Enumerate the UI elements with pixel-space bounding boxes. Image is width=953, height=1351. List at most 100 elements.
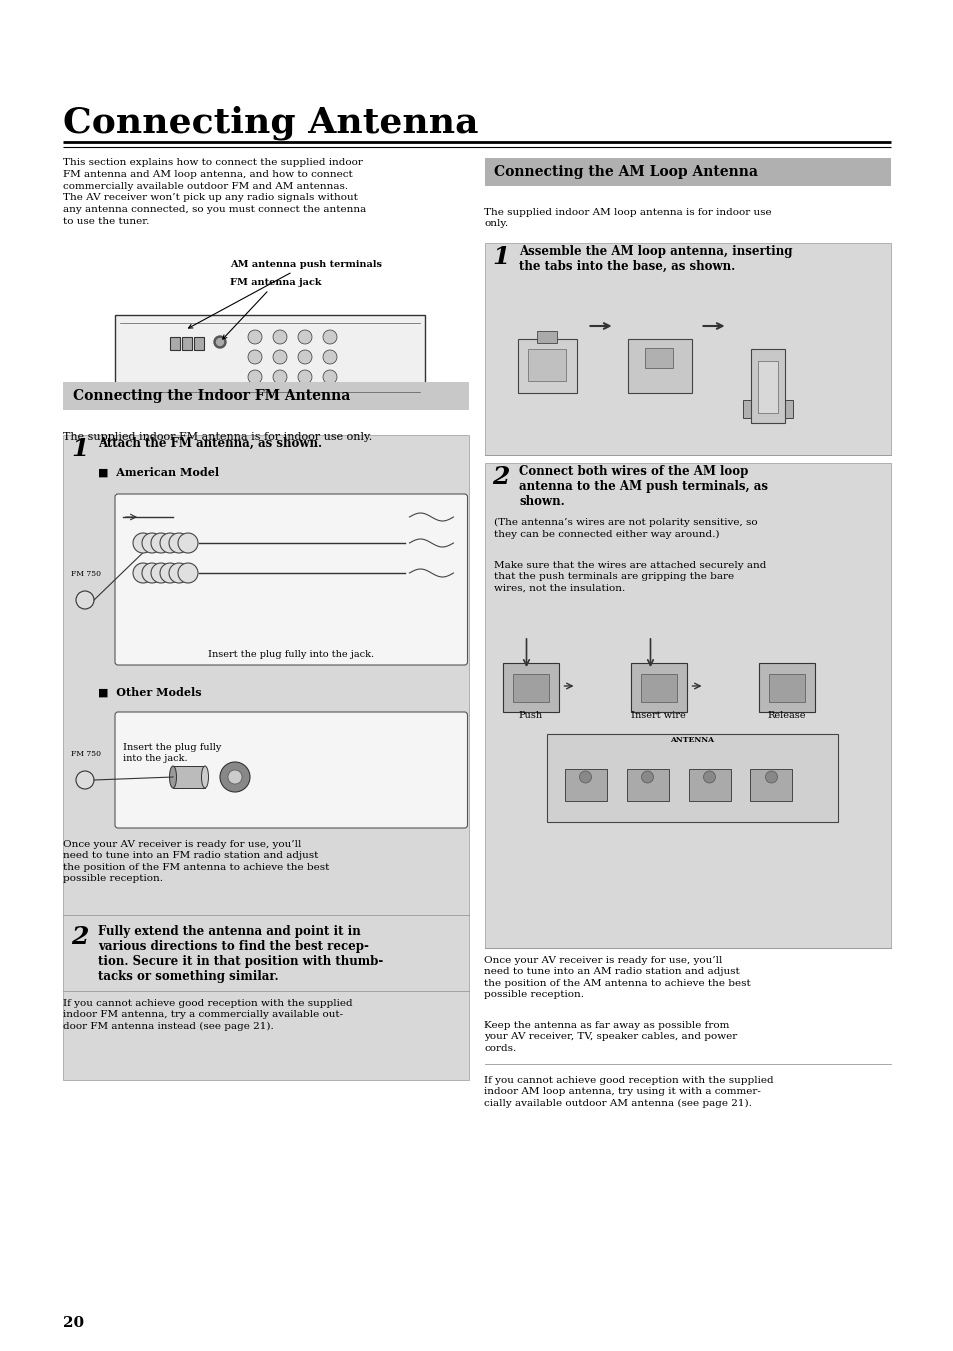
- Bar: [537, 331, 557, 343]
- Text: FM antenna jack: FM antenna jack: [222, 278, 321, 339]
- Text: Fully extend the antenna and point it in
various directions to find the best rec: Fully extend the antenna and point it in…: [98, 925, 383, 984]
- Circle shape: [160, 563, 180, 584]
- Bar: [768, 674, 803, 703]
- Text: Make sure that the wires are attached securely and
that the push terminals are g: Make sure that the wires are attached se…: [494, 561, 766, 593]
- Circle shape: [297, 330, 312, 345]
- Circle shape: [640, 771, 653, 784]
- Circle shape: [169, 534, 189, 553]
- Circle shape: [142, 534, 162, 553]
- Bar: [750, 769, 792, 801]
- Text: Attach the FM antenna, as shown.: Attach the FM antenna, as shown.: [98, 436, 322, 450]
- Text: ■  American Model: ■ American Model: [98, 467, 219, 478]
- Circle shape: [323, 330, 336, 345]
- FancyBboxPatch shape: [517, 339, 576, 393]
- FancyBboxPatch shape: [63, 435, 469, 1079]
- Text: ■  Other Models: ■ Other Models: [98, 688, 201, 698]
- FancyBboxPatch shape: [115, 712, 467, 828]
- Text: 20: 20: [63, 1316, 84, 1329]
- Text: The supplied indoor AM loop antenna is for indoor use
only.: The supplied indoor AM loop antenna is f…: [484, 208, 771, 228]
- Circle shape: [702, 771, 715, 784]
- Circle shape: [323, 370, 336, 384]
- FancyBboxPatch shape: [627, 339, 691, 393]
- Text: Connect both wires of the AM loop
antenna to the AM push terminals, as
shown.: Connect both wires of the AM loop antenn…: [519, 465, 768, 508]
- Text: FM 750: FM 750: [71, 570, 101, 578]
- Text: Connecting the Indoor FM Antenna: Connecting the Indoor FM Antenna: [73, 389, 350, 403]
- Text: If you cannot achieve good reception with the supplied
indoor FM antenna, try a : If you cannot achieve good reception wit…: [63, 998, 353, 1031]
- Text: 1: 1: [71, 436, 89, 461]
- Text: Connecting Antenna: Connecting Antenna: [63, 105, 478, 139]
- FancyBboxPatch shape: [630, 663, 686, 712]
- FancyBboxPatch shape: [758, 663, 814, 712]
- Text: The supplied indoor FM antenna is for indoor use only.: The supplied indoor FM antenna is for in…: [63, 432, 372, 442]
- Circle shape: [578, 771, 591, 784]
- Text: AM antenna push terminals: AM antenna push terminals: [189, 259, 381, 328]
- FancyBboxPatch shape: [63, 382, 469, 409]
- Ellipse shape: [201, 766, 209, 788]
- Text: 2: 2: [71, 925, 89, 948]
- Circle shape: [220, 762, 250, 792]
- Circle shape: [248, 330, 262, 345]
- Text: Release: Release: [766, 711, 805, 720]
- Text: (The antenna’s wires are not polarity sensitive, so
they can be connected either: (The antenna’s wires are not polarity se…: [494, 517, 758, 539]
- FancyBboxPatch shape: [115, 494, 467, 665]
- Circle shape: [216, 339, 223, 346]
- Bar: [639, 674, 676, 703]
- Text: Push: Push: [517, 711, 542, 720]
- Circle shape: [248, 370, 262, 384]
- Circle shape: [132, 563, 152, 584]
- Text: Insert wire: Insert wire: [631, 711, 685, 720]
- Circle shape: [169, 563, 189, 584]
- Circle shape: [323, 350, 336, 363]
- Circle shape: [160, 534, 180, 553]
- Circle shape: [297, 350, 312, 363]
- FancyBboxPatch shape: [115, 315, 424, 397]
- FancyBboxPatch shape: [484, 463, 890, 948]
- Circle shape: [178, 534, 198, 553]
- Circle shape: [142, 563, 162, 584]
- Circle shape: [273, 370, 287, 384]
- Circle shape: [76, 771, 94, 789]
- Text: Once your AV receiver is ready for use, you’ll
need to tune into an FM radio sta: Once your AV receiver is ready for use, …: [63, 840, 329, 884]
- Text: Once your AV receiver is ready for use, you’ll
need to tune into an AM radio sta: Once your AV receiver is ready for use, …: [484, 957, 750, 1000]
- Bar: [564, 769, 606, 801]
- Bar: [182, 336, 192, 350]
- Bar: [688, 769, 730, 801]
- Bar: [143, 397, 167, 403]
- Circle shape: [273, 330, 287, 345]
- Circle shape: [248, 350, 262, 363]
- Bar: [757, 361, 777, 413]
- Text: 2: 2: [492, 465, 509, 489]
- Text: This section explains how to connect the supplied indoor
FM antenna and AM loop : This section explains how to connect the…: [63, 158, 366, 226]
- FancyBboxPatch shape: [484, 243, 890, 455]
- FancyBboxPatch shape: [484, 158, 890, 186]
- Bar: [170, 336, 180, 350]
- Ellipse shape: [170, 766, 176, 788]
- Circle shape: [151, 534, 171, 553]
- Bar: [512, 674, 548, 703]
- Bar: [626, 769, 668, 801]
- FancyBboxPatch shape: [546, 734, 837, 821]
- Text: Keep the antenna as far away as possible from
your AV receiver, TV, speaker cabl: Keep the antenna as far away as possible…: [484, 1021, 737, 1052]
- Text: FM 750: FM 750: [71, 750, 101, 758]
- Circle shape: [132, 534, 152, 553]
- Circle shape: [178, 563, 198, 584]
- Text: 1: 1: [492, 245, 509, 269]
- Circle shape: [764, 771, 777, 784]
- Circle shape: [297, 370, 312, 384]
- Bar: [527, 349, 565, 381]
- Circle shape: [273, 350, 287, 363]
- Circle shape: [76, 590, 94, 609]
- Bar: [741, 400, 792, 417]
- Circle shape: [151, 563, 171, 584]
- Bar: [172, 766, 205, 788]
- Circle shape: [228, 770, 242, 784]
- Text: Assemble the AM loop antenna, inserting
the tabs into the base, as shown.: Assemble the AM loop antenna, inserting …: [519, 245, 792, 273]
- FancyBboxPatch shape: [750, 349, 783, 423]
- Circle shape: [213, 336, 226, 349]
- Bar: [193, 336, 204, 350]
- Text: Insert the plug fully into the jack.: Insert the plug fully into the jack.: [208, 650, 374, 659]
- Bar: [373, 397, 396, 403]
- Text: Connecting the AM Loop Antenna: Connecting the AM Loop Antenna: [494, 165, 758, 178]
- Bar: [644, 349, 672, 367]
- Text: Insert the plug fully
into the jack.: Insert the plug fully into the jack.: [123, 743, 221, 763]
